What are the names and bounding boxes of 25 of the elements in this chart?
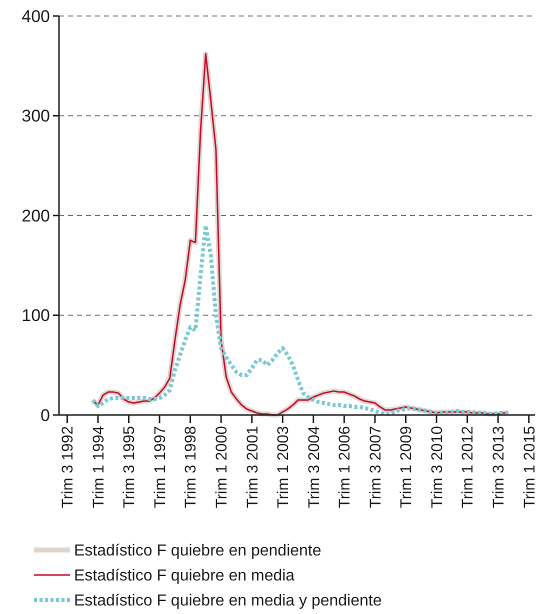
y-tick-label: 200 xyxy=(22,206,50,226)
x-tick-label: Trim 1 1994 xyxy=(90,426,108,508)
x-tick-label: Trim 3 1995 xyxy=(121,426,138,508)
x-tick-label: Trim 1 2006 xyxy=(336,426,354,508)
legend-label: Estadístico F quiebre en pendiente xyxy=(74,542,322,560)
x-tick-label: Trim 3 2013 xyxy=(490,426,508,508)
y-tick-label: 100 xyxy=(22,306,50,326)
y-tick-label: 400 xyxy=(22,6,50,26)
x-tick-label: Trim 3 2010 xyxy=(428,426,446,508)
y-tick-label: 300 xyxy=(22,106,50,126)
x-tick-label: Trim 3 2001 xyxy=(244,426,262,508)
line-series xyxy=(90,223,510,416)
x-tick-label: Trim 1 1997 xyxy=(152,426,169,508)
x-tick-label: Trim 1 2015 xyxy=(521,426,538,508)
x-tick-label: Trim 3 2004 xyxy=(306,426,323,508)
x-tick-label: Trim 1 2012 xyxy=(460,426,477,508)
x-tick-label: Trim 1 2000 xyxy=(214,426,231,508)
y-tick-label: 0 xyxy=(40,406,50,425)
x-tick-label: Trim 1 2003 xyxy=(275,426,292,508)
legend-label: Estadístico F quiebre en media xyxy=(74,568,295,585)
x-tick-label: Trim 3 1992 xyxy=(60,426,77,508)
x-tick-label: Trim 1 2009 xyxy=(398,426,416,508)
x-tick-label: Trim 3 2007 xyxy=(367,426,384,508)
x-tick-label: Trim 3 1998 xyxy=(182,426,200,508)
legend-label: Estadístico F quiebre en media y pendiente xyxy=(74,592,382,610)
